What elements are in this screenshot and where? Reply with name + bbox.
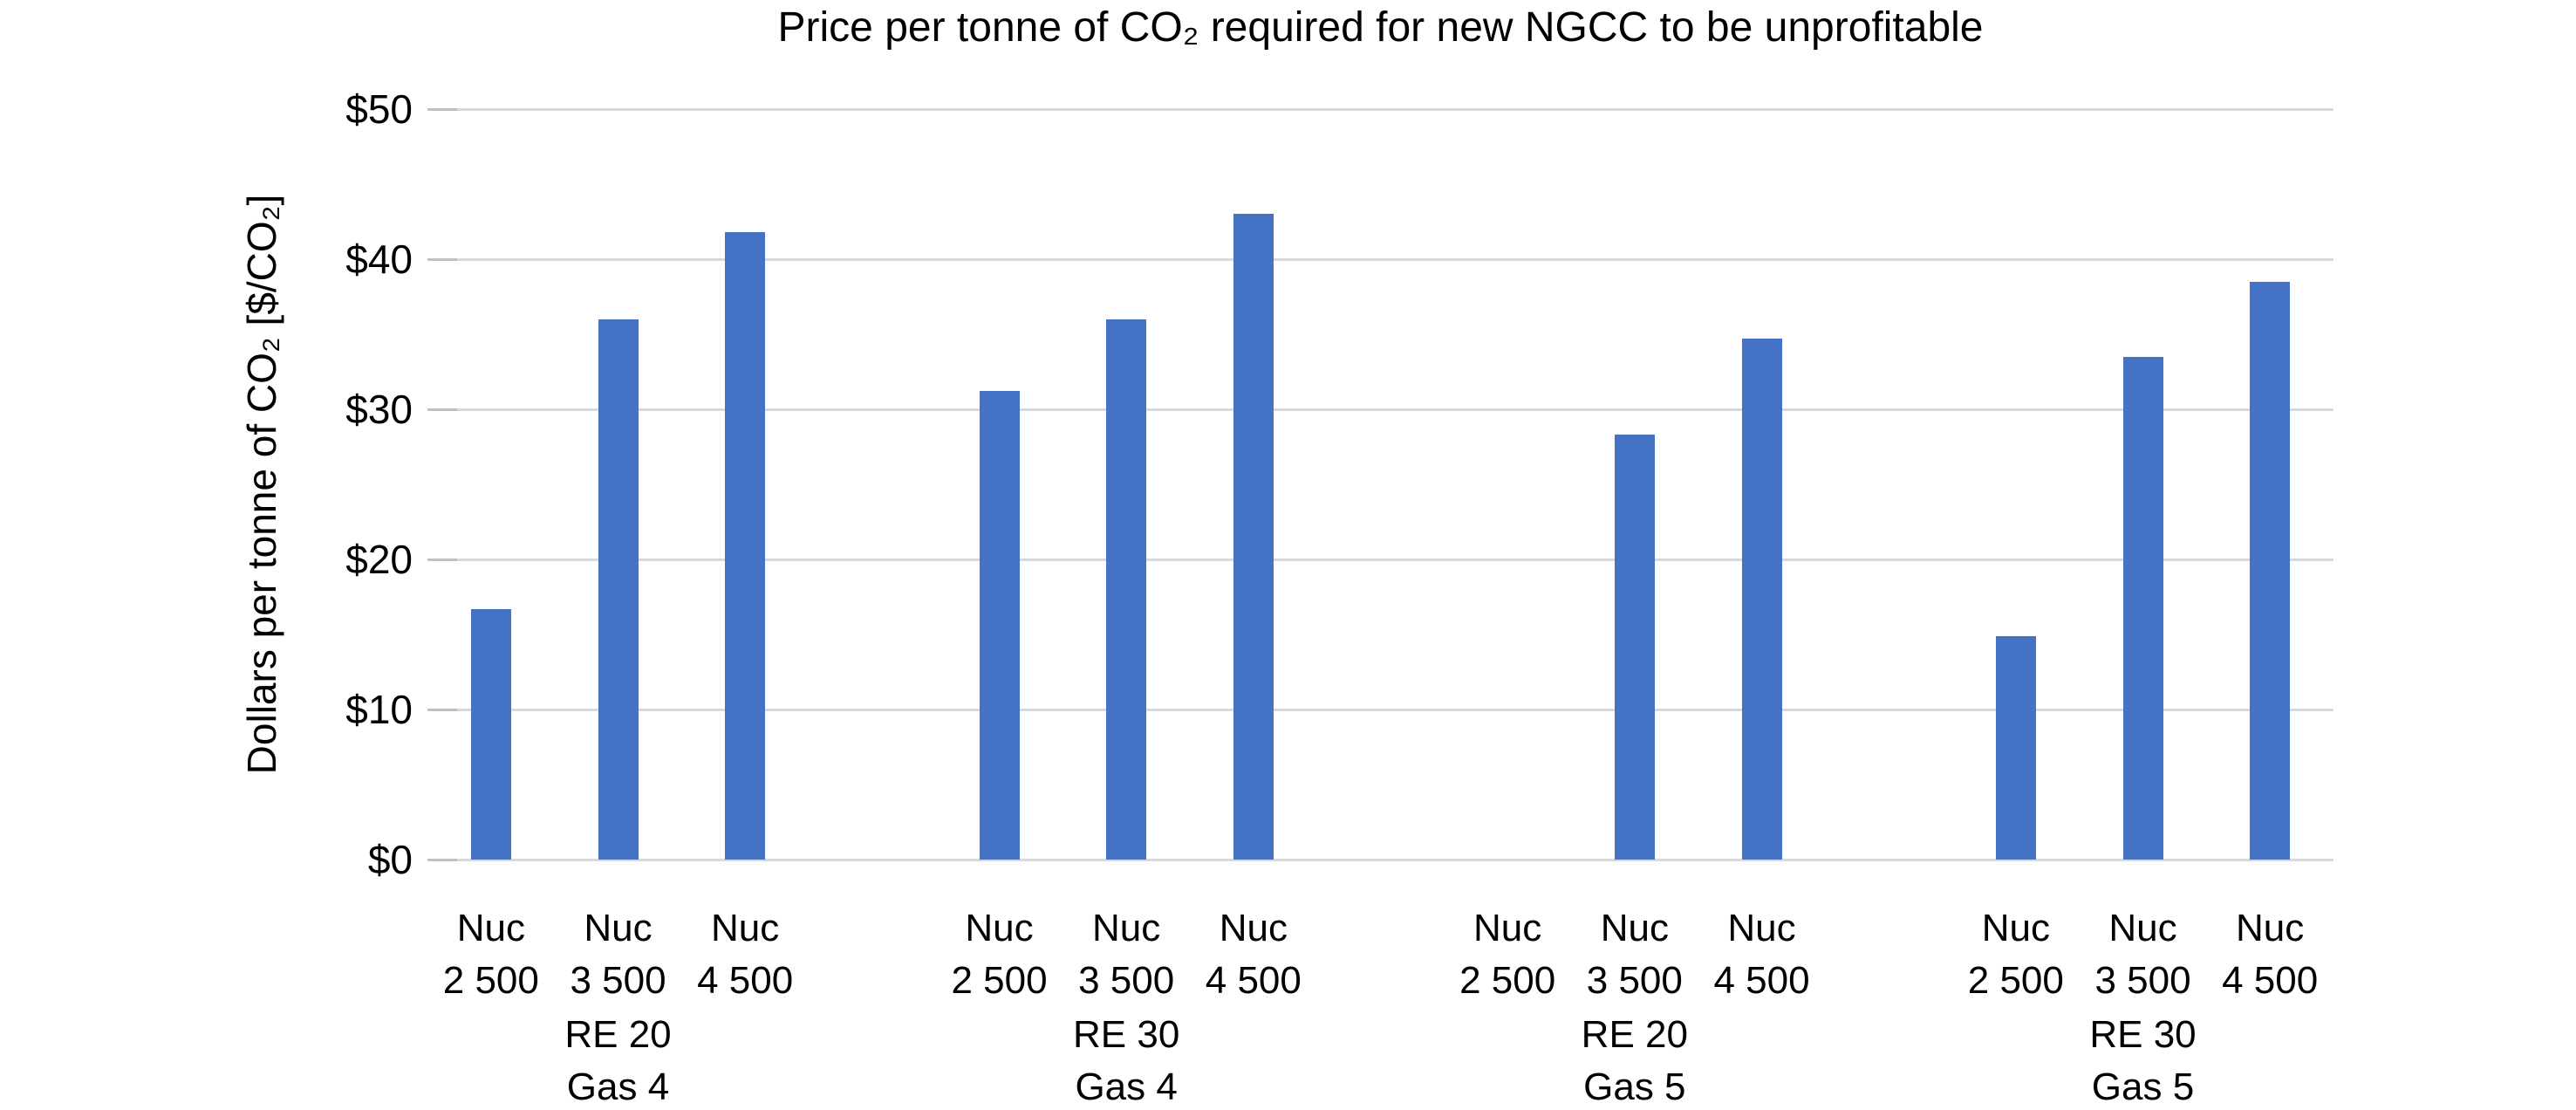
x-tick-label: Nuc (1600, 907, 1669, 949)
x-tick-label: Nuc (1981, 907, 2050, 949)
y-axis-tick (427, 859, 457, 861)
x-tick-label: Nuc (2108, 907, 2177, 949)
gridline (427, 108, 2333, 111)
group-label: RE 30 (2089, 1013, 2197, 1056)
x-tick-label: 4 500 (2222, 959, 2319, 1002)
bar (2122, 356, 2163, 860)
y-tick-label: $30 (345, 387, 413, 432)
gridline (427, 558, 2333, 561)
y-axis-tick (427, 709, 457, 711)
x-tick-label: 4 500 (697, 959, 794, 1002)
x-tick-label: Nuc (1727, 907, 1796, 949)
bar (1106, 319, 1147, 860)
y-axis-tick (427, 558, 457, 561)
x-tick-label: 4 500 (1713, 959, 1810, 1002)
x-tick-label: Nuc (711, 907, 780, 949)
bar (1614, 435, 1655, 860)
group-label: RE 20 (564, 1013, 672, 1056)
gridline (427, 408, 2333, 411)
bar (1741, 339, 1782, 860)
y-tick-label: $50 (345, 86, 413, 132)
group-label: Gas 4 (1075, 1065, 1178, 1108)
y-axis-tick (427, 108, 457, 111)
x-tick-label: 2 500 (442, 959, 539, 1002)
x-tick-label: Nuc (965, 907, 1034, 949)
y-axis-tick (427, 408, 457, 411)
gridline (427, 258, 2333, 261)
x-tick-label: 2 500 (1967, 959, 2064, 1002)
bar (1233, 214, 1274, 860)
x-tick-label: Nuc (1219, 907, 1288, 949)
y-tick-label: $40 (345, 236, 413, 282)
y-tick-label: $20 (345, 537, 413, 582)
group-label: Gas 5 (1583, 1065, 1686, 1108)
bar (725, 232, 766, 860)
bar (598, 319, 639, 860)
x-tick-label: Nuc (1092, 907, 1161, 949)
group-label: Gas 4 (566, 1065, 670, 1108)
gridline (427, 859, 2333, 861)
group-label: RE 30 (1073, 1013, 1180, 1056)
gridline (427, 709, 2333, 711)
y-tick-label: $10 (345, 687, 413, 732)
bar (979, 391, 1020, 860)
x-tick-label: Nuc (456, 907, 525, 949)
y-axis-tick (427, 258, 457, 261)
bar (1995, 635, 2036, 860)
x-tick-label: Nuc (2236, 907, 2305, 949)
x-tick-label: 4 500 (1205, 959, 1302, 1002)
x-tick-label: 3 500 (1078, 959, 1175, 1002)
x-tick-label: Nuc (1473, 907, 1542, 949)
x-tick-label: 2 500 (1459, 959, 1556, 1002)
x-tick-label: 2 500 (951, 959, 1048, 1002)
chart-title: Price per tonne of CO₂ required for new … (777, 4, 1984, 51)
x-tick-label: 3 500 (570, 959, 666, 1002)
x-tick-label: Nuc (584, 907, 653, 949)
y-tick-label: $0 (367, 837, 413, 882)
bar (2250, 281, 2291, 860)
bar (470, 608, 511, 860)
x-tick-label: 3 500 (2094, 959, 2191, 1002)
x-tick-label: 3 500 (1586, 959, 1683, 1002)
group-label: Gas 5 (2091, 1065, 2195, 1108)
group-label: RE 20 (1581, 1013, 1688, 1056)
